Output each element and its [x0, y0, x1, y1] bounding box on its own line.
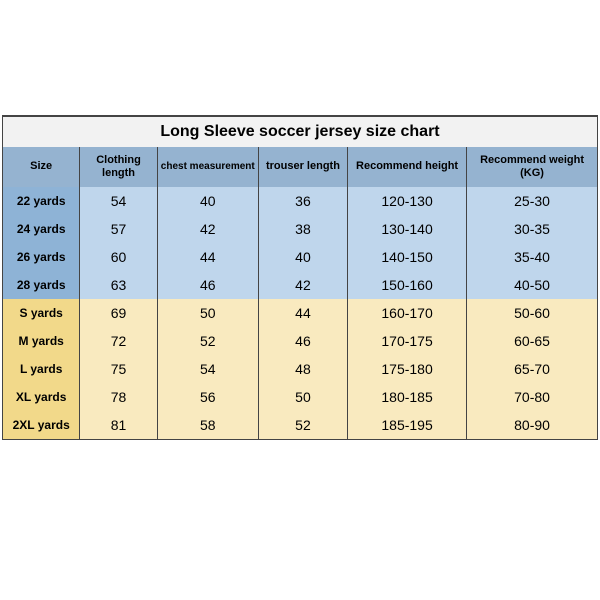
- size-cell: XL yards: [3, 383, 80, 411]
- table-header-row: Size Clothing length chest measurement t…: [3, 147, 598, 187]
- table-row: 22 yards544036120-13025-30: [3, 187, 598, 215]
- col-height: Recommend height: [348, 147, 467, 187]
- data-cell: 69: [80, 299, 157, 327]
- data-cell: 36: [258, 187, 347, 215]
- table-row: L yards755448175-18065-70: [3, 355, 598, 383]
- col-size: Size: [3, 147, 80, 187]
- size-cell: 2XL yards: [3, 411, 80, 439]
- data-cell: 54: [80, 187, 157, 215]
- size-cell: S yards: [3, 299, 80, 327]
- data-cell: 48: [258, 355, 347, 383]
- data-cell: 150-160: [348, 271, 467, 299]
- data-cell: 81: [80, 411, 157, 439]
- size-table: Long Sleeve soccer jersey size chart Siz…: [2, 116, 598, 439]
- data-cell: 52: [258, 411, 347, 439]
- data-cell: 65-70: [467, 355, 598, 383]
- data-cell: 58: [157, 411, 258, 439]
- data-cell: 80-90: [467, 411, 598, 439]
- data-cell: 44: [157, 243, 258, 271]
- size-cell: 28 yards: [3, 271, 80, 299]
- data-cell: 30-35: [467, 215, 598, 243]
- data-cell: 40-50: [467, 271, 598, 299]
- data-cell: 46: [258, 327, 347, 355]
- table-row: XL yards785650180-18570-80: [3, 383, 598, 411]
- data-cell: 44: [258, 299, 347, 327]
- size-chart: Long Sleeve soccer jersey size chart Siz…: [2, 115, 598, 440]
- data-cell: 42: [157, 215, 258, 243]
- data-cell: 54: [157, 355, 258, 383]
- data-cell: 185-195: [348, 411, 467, 439]
- data-cell: 52: [157, 327, 258, 355]
- data-cell: 75: [80, 355, 157, 383]
- data-cell: 170-175: [348, 327, 467, 355]
- data-cell: 160-170: [348, 299, 467, 327]
- table-row: 28 yards634642150-16040-50: [3, 271, 598, 299]
- data-cell: 130-140: [348, 215, 467, 243]
- table-row: 2XL yards815852185-19580-90: [3, 411, 598, 439]
- col-chest: chest measurement: [157, 147, 258, 187]
- table-title: Long Sleeve soccer jersey size chart: [3, 117, 598, 148]
- table-row: 24 yards574238130-14030-35: [3, 215, 598, 243]
- table-row: 26 yards604440140-15035-40: [3, 243, 598, 271]
- size-cell: 24 yards: [3, 215, 80, 243]
- data-cell: 175-180: [348, 355, 467, 383]
- data-cell: 35-40: [467, 243, 598, 271]
- data-cell: 50: [258, 383, 347, 411]
- size-cell: M yards: [3, 327, 80, 355]
- data-cell: 40: [258, 243, 347, 271]
- data-cell: 42: [258, 271, 347, 299]
- data-cell: 70-80: [467, 383, 598, 411]
- data-cell: 78: [80, 383, 157, 411]
- data-cell: 38: [258, 215, 347, 243]
- data-cell: 50: [157, 299, 258, 327]
- data-cell: 60-65: [467, 327, 598, 355]
- data-cell: 25-30: [467, 187, 598, 215]
- table-row: S yards695044160-17050-60: [3, 299, 598, 327]
- size-cell: L yards: [3, 355, 80, 383]
- col-weight: Recommend weight (KG): [467, 147, 598, 187]
- size-cell: 22 yards: [3, 187, 80, 215]
- data-cell: 50-60: [467, 299, 598, 327]
- data-cell: 140-150: [348, 243, 467, 271]
- data-cell: 60: [80, 243, 157, 271]
- table-body: 22 yards544036120-13025-3024 yards574238…: [3, 187, 598, 439]
- data-cell: 120-130: [348, 187, 467, 215]
- table-row: M yards725246170-17560-65: [3, 327, 598, 355]
- table-title-row: Long Sleeve soccer jersey size chart: [3, 117, 598, 148]
- data-cell: 72: [80, 327, 157, 355]
- data-cell: 57: [80, 215, 157, 243]
- data-cell: 56: [157, 383, 258, 411]
- data-cell: 63: [80, 271, 157, 299]
- col-trouser: trouser length: [258, 147, 347, 187]
- col-length: Clothing length: [80, 147, 157, 187]
- data-cell: 46: [157, 271, 258, 299]
- data-cell: 180-185: [348, 383, 467, 411]
- data-cell: 40: [157, 187, 258, 215]
- size-cell: 26 yards: [3, 243, 80, 271]
- top-whitespace: [0, 0, 600, 115]
